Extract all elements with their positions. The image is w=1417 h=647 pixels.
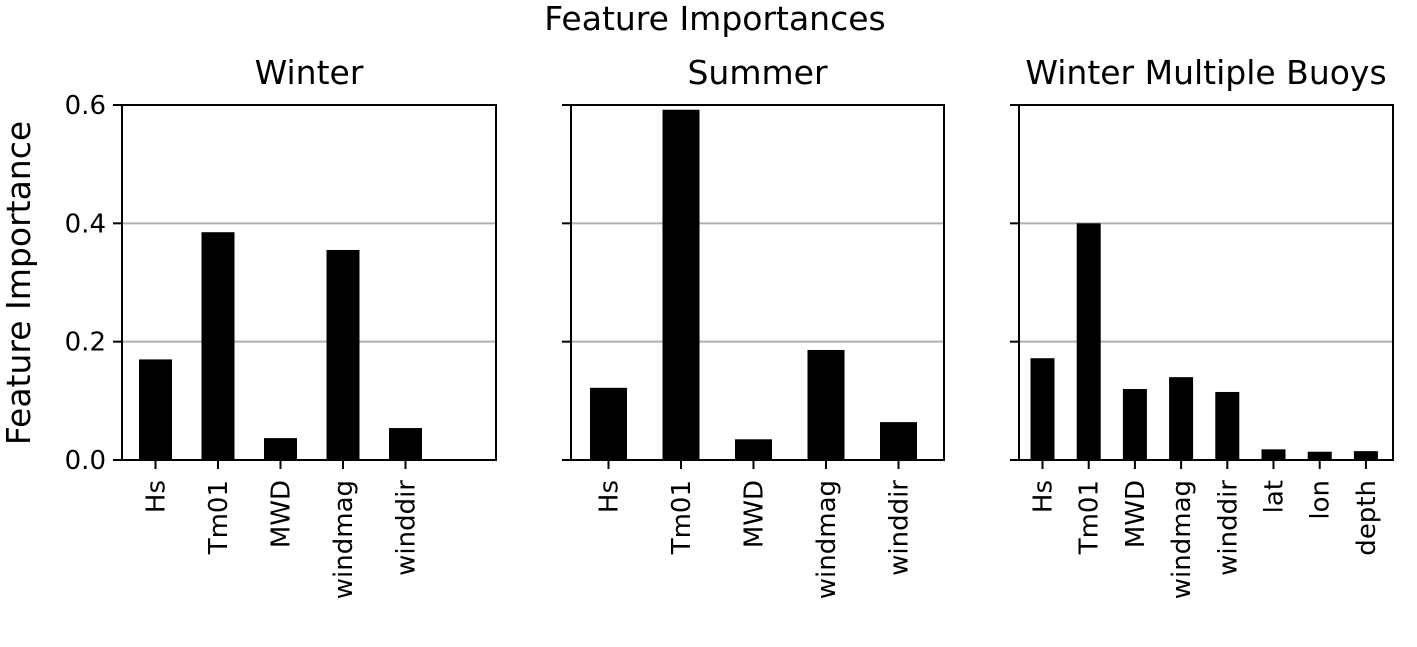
xtick-label-mwd: MWD [267, 480, 297, 548]
bar-lon [1307, 451, 1332, 460]
bar-windmag [326, 249, 360, 460]
figure-title: Feature Importances [544, 0, 886, 38]
xtick-label-depth: depth [1352, 480, 1382, 556]
bar-windmag [807, 349, 845, 460]
ytick-label: 0.0 [65, 446, 106, 476]
bar-winddir [1215, 391, 1240, 460]
xtick-label-winddir: winddir [885, 480, 915, 576]
bar-tm01 [201, 232, 235, 460]
bar-winddir [389, 428, 422, 460]
bar-winddir [880, 422, 917, 460]
xtick-label-lat: lat [1260, 480, 1290, 513]
bar-hs [1030, 358, 1055, 460]
xtick-label-tm01: Tm01 [667, 480, 697, 555]
subplot-panels: 0.0 0.2 0.4 0.6 Hs Tm01 MWD windmag winddir Winte… [65, 53, 1394, 599]
bar-mwd [735, 439, 772, 460]
bar-mwd [1122, 389, 1147, 460]
xtick-label-winddir: winddir [1213, 480, 1243, 576]
ytick-label: 0.4 [65, 209, 106, 239]
xtick-label-tm01: Tm01 [1075, 480, 1105, 555]
bar-lat [1261, 449, 1286, 460]
subplot-title: Winter Multiple Buoys [1025, 53, 1386, 92]
xtick-label-windmag: windmag [1167, 480, 1197, 599]
axes-frame [570, 104, 945, 461]
xtick-label-winddir: winddir [392, 480, 422, 576]
subplot-winter-multiple-buoys: Hs Tm01 MWD windmag winddir lat lon depth Winter… [1010, 53, 1394, 599]
bar-windmag [1169, 377, 1194, 460]
bar-mwd [264, 438, 297, 460]
xtick-label-tm01: Tm01 [204, 480, 234, 555]
xtick-label-mwd: MWD [1121, 480, 1151, 548]
bar-depth [1353, 451, 1378, 460]
xtick-label-windmag: windmag [812, 480, 842, 599]
axes-frame [1018, 104, 1394, 461]
bar-hs [139, 359, 172, 460]
axes-frame [121, 104, 497, 461]
bar-hs [590, 387, 627, 460]
xtick-label-hs: Hs [595, 480, 625, 513]
subplot-title: Summer [687, 53, 827, 92]
subplot-summer: Hs Tm01 MWD windmag winddir Summer [562, 53, 945, 599]
xtick-label-hs: Hs [142, 480, 172, 513]
bar-tm01 [662, 109, 700, 460]
xtick-label-mwd: MWD [740, 480, 770, 548]
xtick-label-hs: Hs [1029, 480, 1059, 513]
ytick-label: 0.2 [65, 328, 106, 358]
ytick-label: 0.6 [65, 91, 106, 121]
xtick-label-lon: lon [1306, 480, 1336, 520]
y-axis-label: Feature Importance [0, 121, 38, 445]
bar-tm01 [1076, 223, 1101, 460]
xtick-label-windmag: windmag [329, 480, 359, 599]
subplot-winter: 0.0 0.2 0.4 0.6 Hs Tm01 MWD windmag winddir Winte… [65, 53, 497, 599]
subplot-title: Winter [255, 53, 364, 92]
